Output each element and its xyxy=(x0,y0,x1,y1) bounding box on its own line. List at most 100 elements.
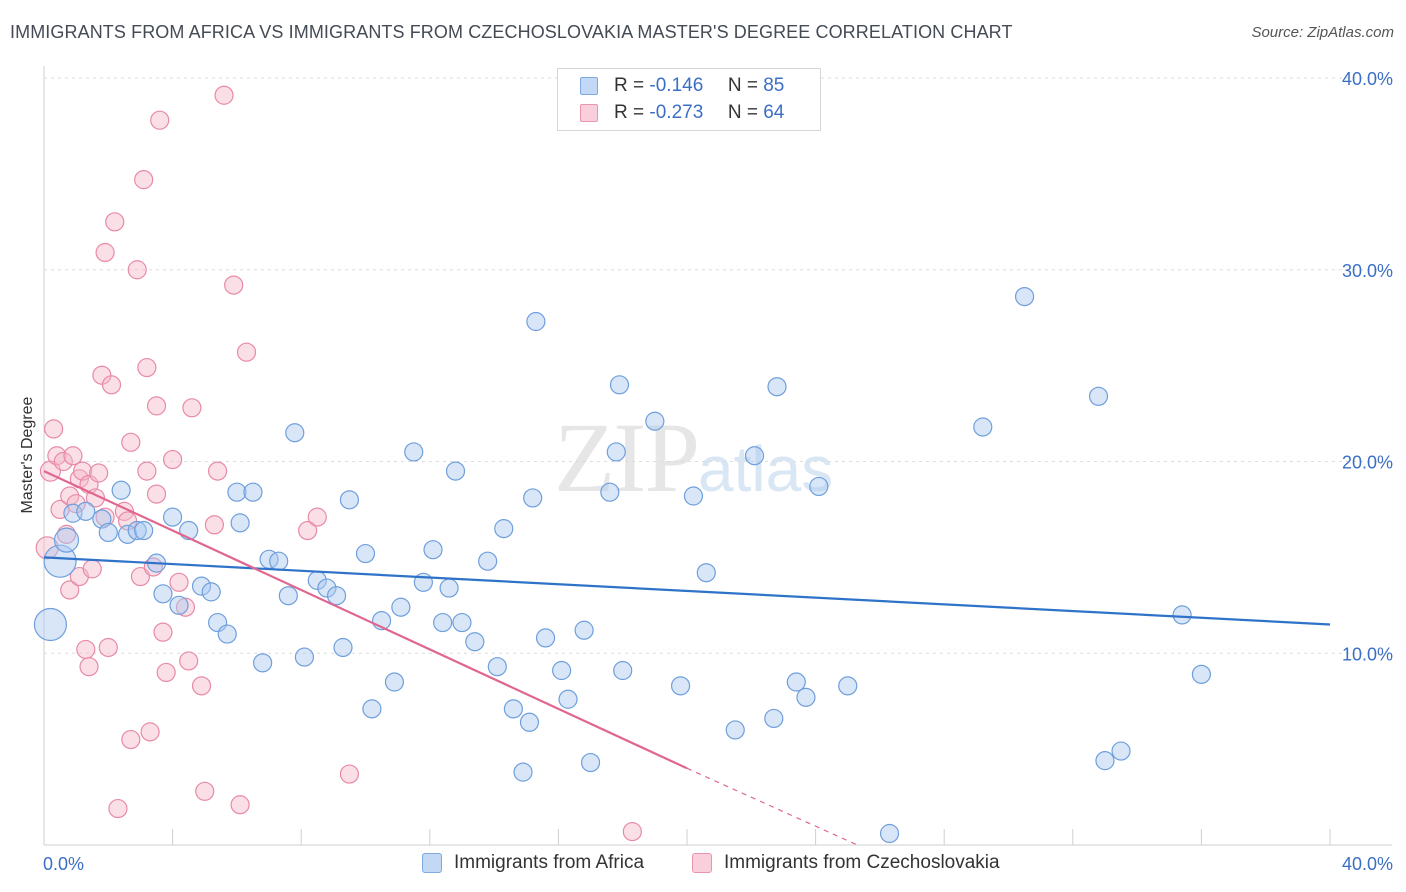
czech-point xyxy=(622,821,642,842)
czech-point xyxy=(230,795,250,815)
africa-swatch xyxy=(422,853,442,873)
czech-point xyxy=(182,398,202,418)
africa-point xyxy=(1172,605,1192,625)
czech-point xyxy=(95,242,115,263)
africa-point xyxy=(201,582,221,602)
africa-point xyxy=(973,417,993,437)
czech-point xyxy=(76,639,96,660)
y-tick-label: 20.0% xyxy=(1342,453,1393,473)
africa-point xyxy=(465,632,485,652)
legend-n-label: N = xyxy=(727,75,758,96)
stats-legend: R = -0.146 N = 85 R = -0.273 N = 64 xyxy=(557,68,821,131)
czech-point xyxy=(98,637,118,658)
legend-n-label: N = xyxy=(727,102,758,123)
legend-r-value-africa: -0.146 xyxy=(649,75,704,96)
africa-point xyxy=(744,446,765,466)
czech-point xyxy=(121,432,141,452)
africa-point xyxy=(355,543,376,564)
czech-point xyxy=(95,507,115,527)
africa-point xyxy=(169,595,189,615)
africa-point xyxy=(253,653,273,673)
czech-point xyxy=(134,170,154,190)
africa-point xyxy=(111,480,131,500)
africa-point xyxy=(600,482,620,502)
africa-point xyxy=(117,524,138,544)
legend-n-value-czech: 64 xyxy=(763,102,785,123)
czech-point xyxy=(146,396,167,416)
legend-swatch-czech xyxy=(580,104,598,122)
czech-point xyxy=(214,85,234,105)
czech-point xyxy=(195,781,215,801)
africa-point xyxy=(439,578,459,598)
africa-point xyxy=(796,687,816,707)
africa-points xyxy=(33,286,1212,844)
africa-point xyxy=(513,762,533,782)
africa-point xyxy=(558,689,578,709)
africa-point xyxy=(786,672,806,692)
czech-trendline-extension xyxy=(686,767,858,846)
czech-point xyxy=(191,676,212,696)
africa-point xyxy=(294,647,315,667)
chart-title: IMMIGRANTS FROM AFRICA VS IMMIGRANTS FRO… xyxy=(10,22,1013,42)
czech-point xyxy=(137,357,157,378)
africa-point xyxy=(76,501,96,521)
czech-point xyxy=(163,449,183,470)
africa-point xyxy=(333,637,353,658)
source-note: Source: ZipAtlas.com xyxy=(1251,24,1394,41)
africa-point xyxy=(53,527,80,553)
legend-r-label: R = xyxy=(614,102,645,123)
y-tick-label: 40.0% xyxy=(1342,69,1393,89)
africa-point xyxy=(433,612,453,633)
africa-point xyxy=(127,520,147,541)
czech-point xyxy=(150,110,170,130)
czech-point xyxy=(204,515,224,535)
czech-point xyxy=(153,622,173,642)
africa-point xyxy=(317,578,337,598)
czech-point xyxy=(117,511,138,531)
africa-point xyxy=(384,672,405,692)
africa-point xyxy=(613,660,633,681)
africa-point xyxy=(285,423,305,443)
czech-point xyxy=(179,651,199,671)
africa-point xyxy=(391,597,411,617)
watermark: ZIPatlas xyxy=(554,400,833,515)
czech-point xyxy=(236,342,257,362)
africa-point xyxy=(339,490,360,510)
czech-point xyxy=(44,419,64,439)
watermark-atlas: atlas xyxy=(698,433,834,505)
czech-point xyxy=(137,461,157,481)
africa-point xyxy=(535,628,556,648)
legend-swatch-africa xyxy=(580,77,598,95)
africa-point xyxy=(269,551,289,571)
africa-point xyxy=(580,752,601,773)
africa-point xyxy=(487,657,507,677)
czech-point xyxy=(130,566,151,587)
axes xyxy=(43,66,1392,846)
africa-point xyxy=(838,676,858,696)
czech-point xyxy=(53,451,73,472)
czech-point xyxy=(208,461,228,481)
czech-point xyxy=(307,507,327,527)
africa-point xyxy=(767,377,787,397)
czech-point xyxy=(56,524,77,544)
africa-point xyxy=(423,540,443,560)
africa-point xyxy=(683,486,704,506)
czech-point xyxy=(108,798,128,819)
x-tick-label: 0.0% xyxy=(43,854,84,874)
czech-point xyxy=(101,375,122,395)
tick-labels: 10.0% 20.0% 30.0% 40.0% 0.0% 40.0% xyxy=(43,69,1393,874)
africa-point xyxy=(696,563,716,583)
czech-point xyxy=(92,365,112,385)
africa-point xyxy=(764,708,784,729)
africa-point xyxy=(523,488,543,508)
africa-point xyxy=(1014,286,1035,307)
czech-points xyxy=(35,85,642,842)
czech-point xyxy=(146,484,167,504)
x-tick-label: 40.0% xyxy=(1342,854,1393,874)
czech-point xyxy=(140,722,160,742)
legend-r-value-czech: -0.273 xyxy=(649,102,704,123)
africa-point xyxy=(362,699,382,719)
africa-point xyxy=(452,612,472,633)
africa-point xyxy=(809,476,829,497)
africa-point xyxy=(1088,386,1109,406)
